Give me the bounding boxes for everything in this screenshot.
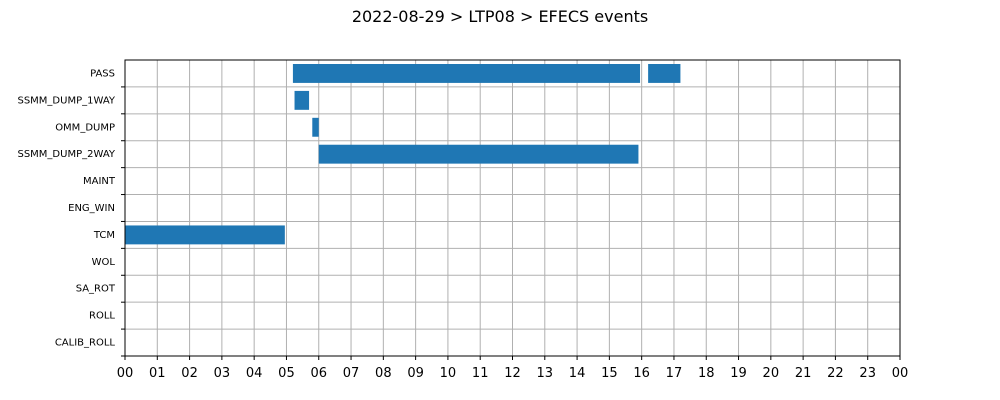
x-tick-label: 12 [504, 366, 521, 381]
y-tick-label: SSMM_DUMP_2WAY [17, 149, 115, 160]
y-axis: PASS SSMM_DUMP_1WAY OMM_DUMP SSMM_DUMP_2WAY… [17, 68, 125, 357]
event-bar-pass [292, 64, 641, 83]
y-tick-label: SSMM_DUMP_1WAY [17, 95, 115, 106]
y-tick-label: OMM_DUMP [55, 122, 115, 133]
y-tick-label: WOL [92, 257, 116, 268]
x-tick-label: 21 [795, 366, 812, 381]
x-tick-label: 03 [214, 366, 231, 381]
x-axis: 00 01 02 03 04 05 06 07 08 09 10 11 12 13 14 15 16 17 18 19… [117, 356, 909, 381]
event-bar-ssmm-dump-2way [318, 144, 639, 164]
y-tick-label: PASS [90, 68, 115, 79]
x-tick-label: 01 [149, 366, 166, 381]
x-tick-label: 14 [569, 366, 586, 381]
x-tick-label: 15 [601, 366, 618, 381]
x-tick-label: 20 [763, 366, 780, 381]
y-tick-label: TCM [93, 230, 115, 241]
chart-title: 2022-08-29 > LTP08 > EFECS events [352, 7, 648, 26]
event-bar-tcm [125, 225, 285, 245]
x-tick-label: 16 [633, 366, 650, 381]
x-tick-label: 11 [472, 366, 489, 381]
x-tick-label: 08 [375, 366, 392, 381]
y-tick-label: ROLL [89, 311, 115, 322]
x-tick-label: 00 [892, 366, 909, 381]
event-bar-ssmm-dump-1way [294, 90, 310, 110]
x-tick-label: 09 [407, 366, 424, 381]
event-bar-pass [648, 64, 681, 83]
y-tick-label: CALIB_ROLL [55, 338, 116, 349]
grid-lines [125, 60, 900, 356]
y-tick-label: SA_ROT [76, 284, 116, 295]
x-tick-label: 10 [440, 366, 457, 381]
x-tick-label: 22 [827, 366, 844, 381]
x-tick-label: 06 [310, 366, 327, 381]
event-bar-omm-dump [312, 117, 319, 137]
x-tick-label: 04 [246, 366, 263, 381]
x-tick-label: 07 [343, 366, 360, 381]
y-tick-label: MAINT [83, 176, 116, 187]
x-tick-label: 19 [730, 366, 747, 381]
x-tick-label: 17 [666, 366, 683, 381]
x-tick-label: 13 [537, 366, 554, 381]
x-tick-label: 23 [859, 366, 876, 381]
x-tick-label: 05 [278, 366, 295, 381]
x-tick-label: 02 [181, 366, 198, 381]
x-tick-label: 18 [698, 366, 715, 381]
y-tick-label: ENG_WIN [68, 203, 115, 214]
event-bars [125, 64, 681, 245]
x-tick-label: 00 [117, 366, 134, 381]
